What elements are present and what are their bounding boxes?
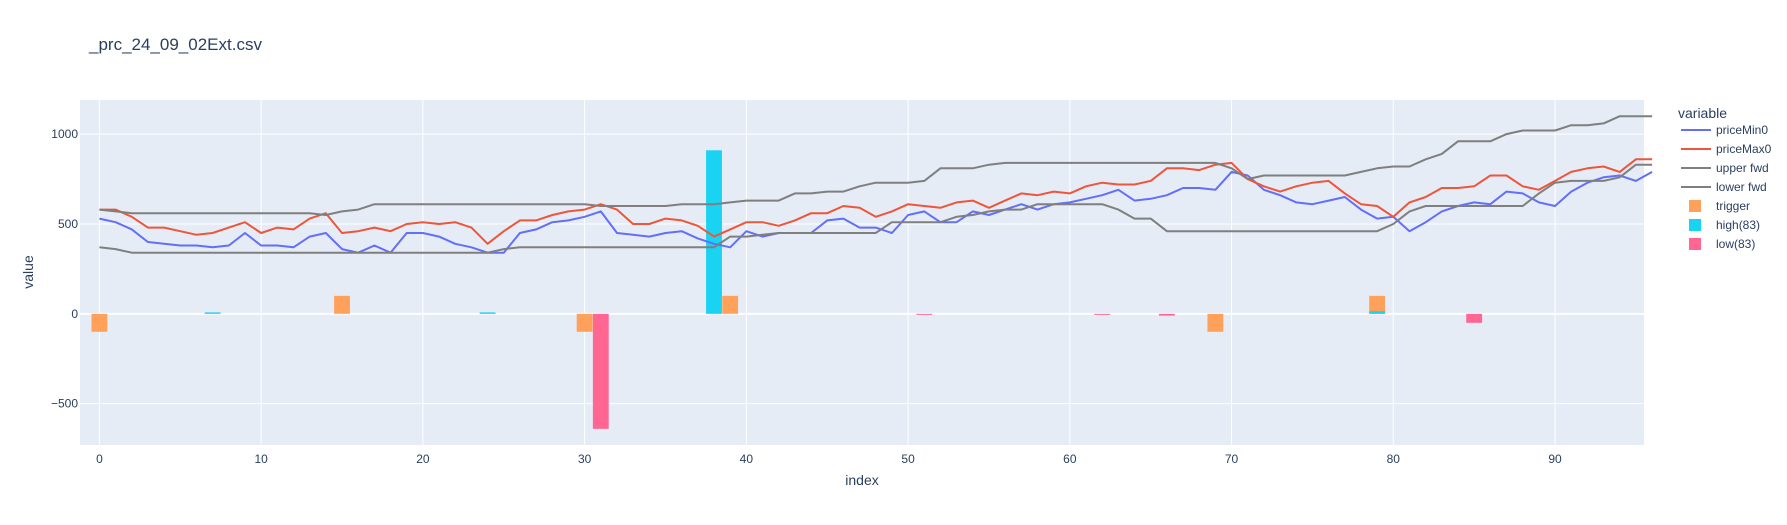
plot-area <box>80 100 1644 445</box>
x-tick-label: 90 <box>1548 452 1562 466</box>
legend-title: variable <box>1678 105 1727 121</box>
y-axis-title: value <box>20 255 36 289</box>
bar-trigger <box>576 313 593 332</box>
legend-bar-marker <box>1689 200 1701 212</box>
bar-high-83- <box>204 312 221 314</box>
bar-trigger <box>91 313 108 332</box>
x-axis-title: index <box>845 472 878 488</box>
line-lower-fwd <box>99 163 1653 254</box>
y-tick-label: 0 <box>71 307 78 321</box>
x-tick-labels: 0 10 20 30 40 50 60 70 80 90 <box>96 452 1562 466</box>
x-tick-label: 80 <box>1387 452 1401 466</box>
y-tick-label: 1000 <box>51 127 78 141</box>
x-tick-label: 20 <box>416 452 430 466</box>
bar-low-83- <box>916 313 933 315</box>
x-tick-label: 0 <box>96 452 103 466</box>
chart-title: _prc_24_09_02Ext.csv <box>88 35 262 54</box>
bar-low-83- <box>1094 313 1111 315</box>
legend-label: low(83) <box>1716 237 1755 251</box>
line-pricemax0 <box>99 158 1653 245</box>
bar-low-83- <box>592 313 609 429</box>
x-tick-label: 10 <box>254 452 268 466</box>
y-tick-labels: −500 0 500 1000 <box>51 127 78 411</box>
x-tick-label: 40 <box>740 452 754 466</box>
legend-label: priceMin0 <box>1716 123 1768 137</box>
x-tick-label: 70 <box>1225 452 1239 466</box>
legend-label: upper fwd <box>1716 161 1769 175</box>
x-tick-label: 50 <box>901 452 915 466</box>
legend-bar-marker <box>1689 219 1701 231</box>
bar-low-83- <box>1466 313 1483 323</box>
legend-label: lower fwd <box>1716 180 1767 194</box>
legend-label: trigger <box>1716 199 1750 213</box>
legend-label: high(83) <box>1716 218 1760 232</box>
bar-trigger <box>334 295 350 314</box>
bar-high-83- <box>706 150 722 314</box>
bar-high-83- <box>1369 311 1386 314</box>
bar-trigger <box>1369 295 1386 314</box>
legend: variable priceMin0 priceMax0 upper fwd lowe… <box>1678 105 1772 251</box>
bar-high-83- <box>479 312 496 314</box>
legend-bar-marker <box>1689 238 1701 250</box>
bar-trigger <box>722 295 739 314</box>
legend-label: priceMax0 <box>1716 142 1772 156</box>
lines <box>99 115 1653 254</box>
bar-low-83- <box>1158 313 1175 316</box>
x-tick-label: 30 <box>578 452 592 466</box>
y-tick-label: −500 <box>51 397 78 411</box>
y-tick-label: 500 <box>58 217 78 231</box>
bars <box>91 150 1483 429</box>
x-tick-label: 60 <box>1063 452 1077 466</box>
line-upper-fwd <box>99 115 1653 216</box>
bar-trigger <box>1207 313 1224 332</box>
